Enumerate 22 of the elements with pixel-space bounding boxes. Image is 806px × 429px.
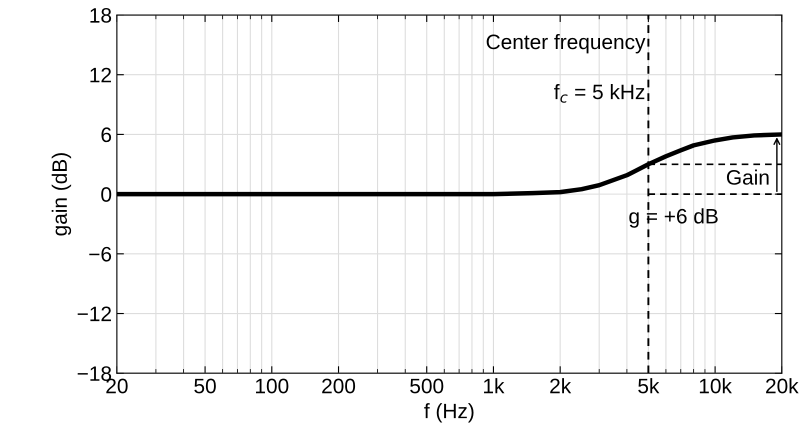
- x-tick-label: 10k: [700, 378, 732, 394]
- y-tick-label: 6: [101, 127, 112, 142]
- x-axis-title: f (Hz): [424, 403, 474, 422]
- annotation: Center frequency: [486, 34, 646, 54]
- x-tick-label: 500: [410, 378, 444, 394]
- x-tick-label: 1k: [484, 378, 504, 394]
- annotation: Gain: [726, 169, 769, 185]
- y-axis-title: gain (dB): [52, 153, 72, 236]
- y-tick-label: −6: [89, 246, 112, 262]
- x-tick-label: 200: [322, 378, 356, 394]
- y-tick-label: −18: [78, 366, 112, 381]
- x-tick-label: 20k: [766, 378, 799, 394]
- x-tick-label: 50: [194, 378, 216, 394]
- x-tick-label: 100: [256, 378, 288, 394]
- x-tick-label: 2k: [550, 378, 572, 394]
- y-tick-label: 0: [101, 187, 112, 202]
- x-tick-label: 5k: [638, 378, 660, 394]
- y-tick-label: 18: [90, 8, 112, 23]
- annotation: f$_{c}$ = 5 kHz: [554, 84, 644, 103]
- y-tick-label: 12: [90, 68, 111, 82]
- x-tick-label: 20: [106, 378, 128, 394]
- y-tick-label: −12: [78, 306, 111, 322]
